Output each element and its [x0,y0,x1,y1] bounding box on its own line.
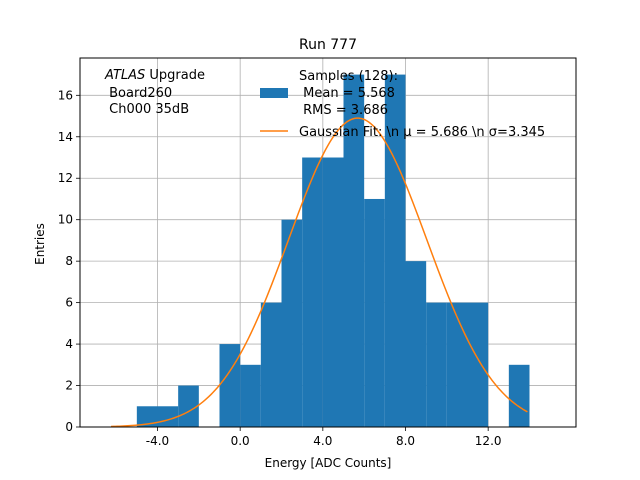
histogram-bar [219,344,241,427]
histogram-bar [178,385,199,427]
y-tick-label: 12 [58,171,73,185]
histogram-bar [302,157,323,427]
annotation-board: Board260 [105,86,172,101]
histogram-bar [136,406,158,427]
x-tick-label: 4.0 [313,434,332,448]
histogram-bar [260,302,282,427]
legend-hist-line-1: Samples (128): [299,69,398,84]
svg-text:ATLAS Upgrade: ATLAS Upgrade [104,68,205,83]
y-tick-label: 4 [65,337,73,351]
x-tick-label: 12.0 [475,434,502,448]
legend-hist-line-2: Mean = 5.568 [299,86,395,101]
legend: Samples (128): Mean = 5.568 RMS = 3.686 … [260,69,545,140]
annotation-atlas: ATLAS [104,68,145,83]
annotation-upgrade: Upgrade [145,68,205,83]
chart-title: Run 777 [299,37,357,53]
histogram-bar [343,74,365,428]
histogram-bar [240,364,261,427]
legend-fit-label: Gaussian Fit: \n μ = 5.686 \n σ=3.345 [299,125,545,140]
histogram-bar [446,302,468,427]
y-tick-label: 10 [58,213,73,227]
gaussian-fit-line [110,117,528,428]
histogram-bar [405,261,427,427]
y-axis-label: Entries [33,223,47,265]
histogram-bar [426,302,447,427]
histogram-bar [322,157,344,427]
legend-hist-line-3: RMS = 3.686 [299,103,388,118]
x-axis-ticks: -4.0 0.0 4.0 8.0 12.0 [146,427,502,448]
y-tick-label: 0 [65,420,73,434]
histogram-bars [136,74,530,428]
x-tick-label: 0.0 [231,434,250,448]
y-tick-label: 8 [65,254,73,268]
histogram-bar [508,364,530,427]
y-tick-label: 16 [58,88,73,102]
histogram-bar [467,302,489,427]
histogram-bar [281,219,303,427]
annotation: ATLAS Upgrade Board260 Ch000 35dB [104,68,205,117]
gaussian-fit [110,117,528,428]
legend-hist-swatch [260,88,288,98]
histogram-bar [364,198,385,427]
y-tick-label: 6 [65,296,73,310]
y-tick-label: 2 [65,379,73,393]
y-axis-ticks: 0 2 4 6 8 10 12 14 16 [58,88,80,434]
annotation-channel: Ch000 35dB [105,102,189,117]
x-tick-label: 8.0 [396,434,415,448]
x-tick-label: -4.0 [146,434,169,448]
y-tick-label: 14 [58,130,73,144]
histogram-bar [157,406,179,427]
x-axis-label: Energy [ADC Counts] [265,456,392,470]
plot-frame [79,57,577,428]
histogram-bar [384,74,406,428]
